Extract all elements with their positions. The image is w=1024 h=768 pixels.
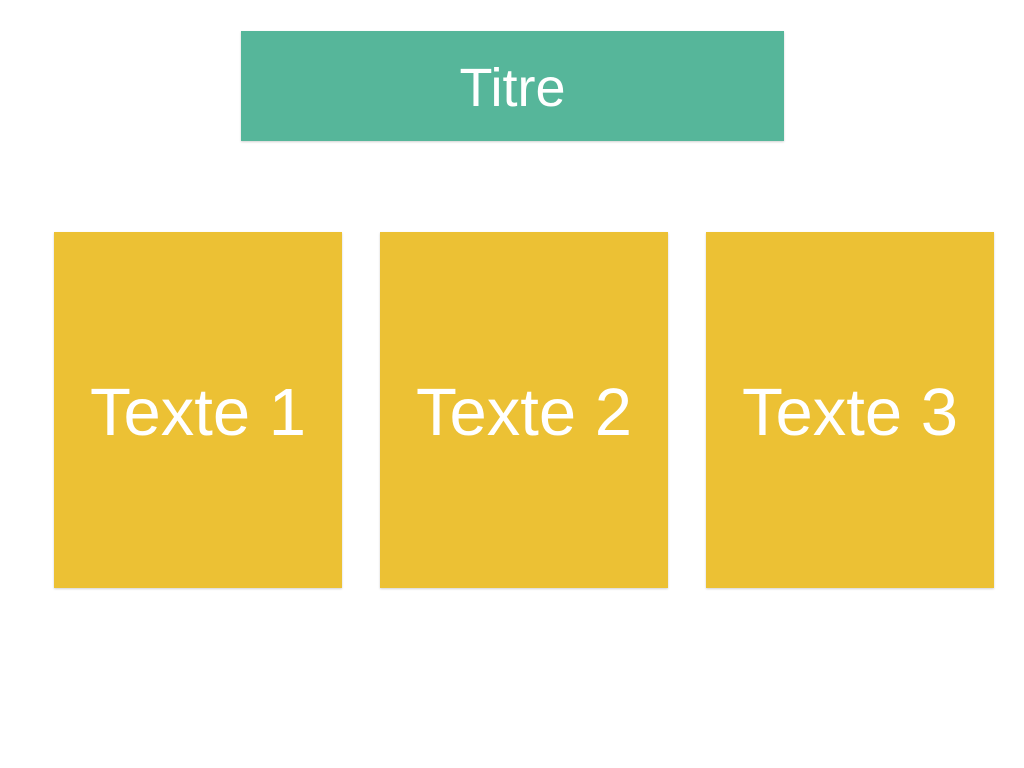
card-1-text: Texte 1 (89, 374, 307, 450)
text-card-2: Texte 2 (380, 232, 668, 588)
text-card-3: Texte 3 (706, 232, 994, 588)
card-3-text: Texte 3 (741, 374, 959, 450)
card-2-text: Texte 2 (415, 374, 633, 450)
title-box: Titre (241, 31, 784, 141)
text-card-1: Texte 1 (54, 232, 342, 588)
title-text: Titre (459, 58, 566, 118)
